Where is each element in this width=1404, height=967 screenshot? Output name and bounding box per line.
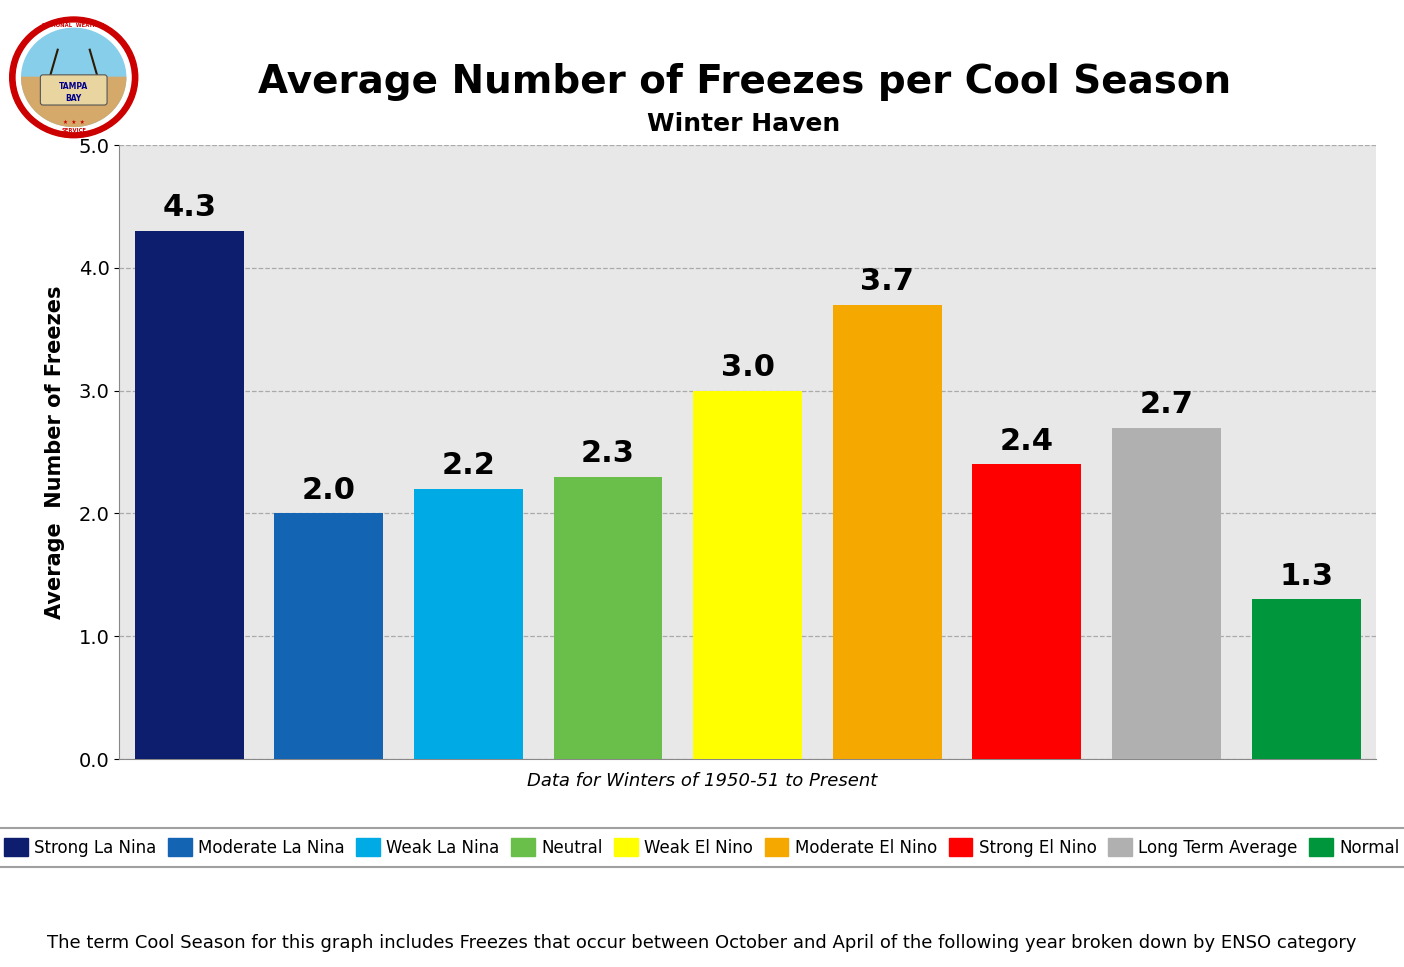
Bar: [1251, 600, 1360, 759]
Text: ★  ★  ★: ★ ★ ★: [63, 120, 84, 125]
Text: 3.7: 3.7: [861, 267, 914, 296]
Wedge shape: [21, 77, 126, 127]
Bar: [833, 305, 942, 759]
Text: Winter Haven: Winter Haven: [647, 112, 841, 135]
Text: Data for Winters of 1950-51 to Present: Data for Winters of 1950-51 to Present: [526, 773, 878, 790]
Text: 2.7: 2.7: [1140, 390, 1193, 419]
Bar: [553, 477, 663, 759]
Circle shape: [17, 23, 131, 132]
Bar: [135, 231, 244, 759]
Text: BAY: BAY: [66, 94, 81, 103]
Text: NATIONAL  WEATHER: NATIONAL WEATHER: [42, 23, 105, 28]
FancyBboxPatch shape: [41, 74, 107, 105]
Text: The term Cool Season for this graph includes Freezes that occur between October : The term Cool Season for this graph incl…: [48, 934, 1356, 952]
Text: 2.2: 2.2: [441, 452, 496, 481]
Text: TAMPA: TAMPA: [59, 81, 88, 91]
Text: 2.0: 2.0: [302, 476, 355, 505]
Bar: [414, 489, 522, 759]
Text: 3.0: 3.0: [720, 353, 775, 382]
Text: SERVICE: SERVICE: [62, 128, 86, 132]
Text: 1.3: 1.3: [1279, 562, 1334, 591]
Y-axis label: Average  Number of Freezes: Average Number of Freezes: [45, 285, 65, 619]
Text: 2.3: 2.3: [581, 439, 635, 468]
Text: 2.4: 2.4: [1000, 426, 1054, 455]
Bar: [973, 464, 1081, 759]
Bar: [1112, 427, 1221, 759]
Text: 4.3: 4.3: [161, 193, 216, 222]
Circle shape: [21, 28, 126, 127]
Circle shape: [10, 17, 138, 137]
Legend: Strong La Nina, Moderate La Nina, Weak La Nina, Neutral, Weak El Nino, Moderate : Strong La Nina, Moderate La Nina, Weak L…: [0, 828, 1404, 866]
Bar: [274, 513, 383, 759]
Bar: [694, 391, 802, 759]
Text: Average Number of Freezes per Cool Season: Average Number of Freezes per Cool Seaso…: [257, 63, 1231, 102]
